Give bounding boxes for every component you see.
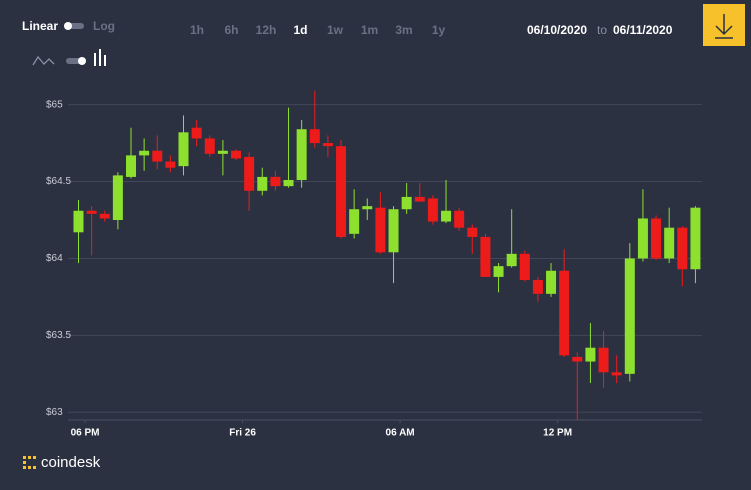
- toggle-knob: [78, 57, 86, 65]
- candle-body: [454, 210, 465, 228]
- y-tick-label: $64: [46, 253, 63, 264]
- range-button[interactable]: 6h: [224, 23, 238, 37]
- candle-body: [506, 253, 517, 267]
- brand-logo: [23, 456, 36, 469]
- candle-body: [401, 196, 412, 210]
- candle-body: [322, 143, 333, 147]
- range-button[interactable]: 1w: [327, 23, 344, 37]
- candle-body: [375, 207, 386, 253]
- range-button[interactable]: 1h: [190, 23, 204, 37]
- candle-icon[interactable]: [94, 49, 106, 66]
- range-button[interactable]: 1m: [361, 23, 378, 37]
- candle-body: [309, 129, 320, 144]
- candle-body: [362, 206, 373, 210]
- candle-body: [152, 150, 163, 162]
- candle-body: [427, 198, 438, 222]
- candle-body: [283, 180, 294, 187]
- date-to[interactable]: 06/11/2020: [613, 23, 673, 37]
- candle-body: [296, 129, 307, 180]
- candle-body: [467, 227, 478, 237]
- candle-body: [99, 213, 110, 219]
- candle-body: [244, 156, 255, 191]
- candle-body: [349, 209, 360, 234]
- x-tick-label: Fri 26: [229, 428, 256, 439]
- y-tick-label: $64.5: [46, 176, 71, 187]
- candle-body: [178, 132, 189, 167]
- candle-body: [86, 210, 97, 214]
- range-button[interactable]: 1d: [293, 23, 307, 37]
- candle-body: [257, 176, 268, 191]
- range-buttons: 1h 6h 12h 1d 1w 1m 3m 1y: [190, 23, 446, 37]
- candle-body: [598, 347, 609, 373]
- candle-body: [414, 196, 425, 202]
- candle-body: [231, 150, 242, 159]
- candle-body: [441, 210, 452, 222]
- candle-body: [677, 227, 688, 270]
- candle-body: [336, 146, 347, 237]
- candle-body: [611, 372, 622, 376]
- candle-body: [126, 155, 137, 177]
- range-button[interactable]: 1y: [432, 23, 446, 37]
- candle-body: [217, 150, 228, 154]
- candle-body: [73, 210, 84, 233]
- candle-body: [270, 176, 281, 187]
- candle-body: [204, 138, 215, 154]
- range-button[interactable]: 3m: [395, 23, 412, 37]
- candle-body: [191, 127, 202, 139]
- candle-body: [637, 218, 648, 259]
- candle-body: [664, 227, 675, 259]
- candle-body: [690, 207, 701, 270]
- x-tick-label: 12 PM: [543, 428, 572, 439]
- brand-name: coindesk: [41, 454, 101, 471]
- y-tick-label: $63.5: [46, 330, 71, 341]
- scale-linear[interactable]: Linear: [22, 19, 58, 33]
- candle-body: [480, 236, 491, 277]
- candle-body: [624, 258, 635, 374]
- toggle-knob: [64, 22, 72, 30]
- download-icon: [715, 14, 733, 39]
- y-tick-label: $63: [46, 407, 63, 418]
- line-icon[interactable]: [32, 55, 55, 66]
- date-separator: to: [597, 23, 607, 37]
- candle-body: [165, 161, 176, 168]
- candle-body: [493, 266, 504, 277]
- candle-body: [572, 356, 583, 362]
- candle-body: [388, 209, 399, 253]
- candle-body: [559, 270, 570, 356]
- candle-body: [112, 175, 123, 220]
- candle-body: [532, 280, 543, 294]
- x-tick-label: 06 AM: [386, 428, 415, 439]
- range-button[interactable]: 12h: [256, 23, 277, 37]
- scale-log[interactable]: Log: [93, 19, 115, 33]
- candle-body: [546, 270, 557, 294]
- candle-body: [139, 150, 150, 156]
- candle-body: [651, 218, 662, 259]
- x-tick-label: 06 PM: [71, 428, 100, 439]
- candle-body: [519, 253, 530, 280]
- date-from[interactable]: 06/10/2020: [527, 23, 587, 37]
- y-tick-label: $65: [46, 99, 63, 110]
- candle-body: [585, 347, 596, 362]
